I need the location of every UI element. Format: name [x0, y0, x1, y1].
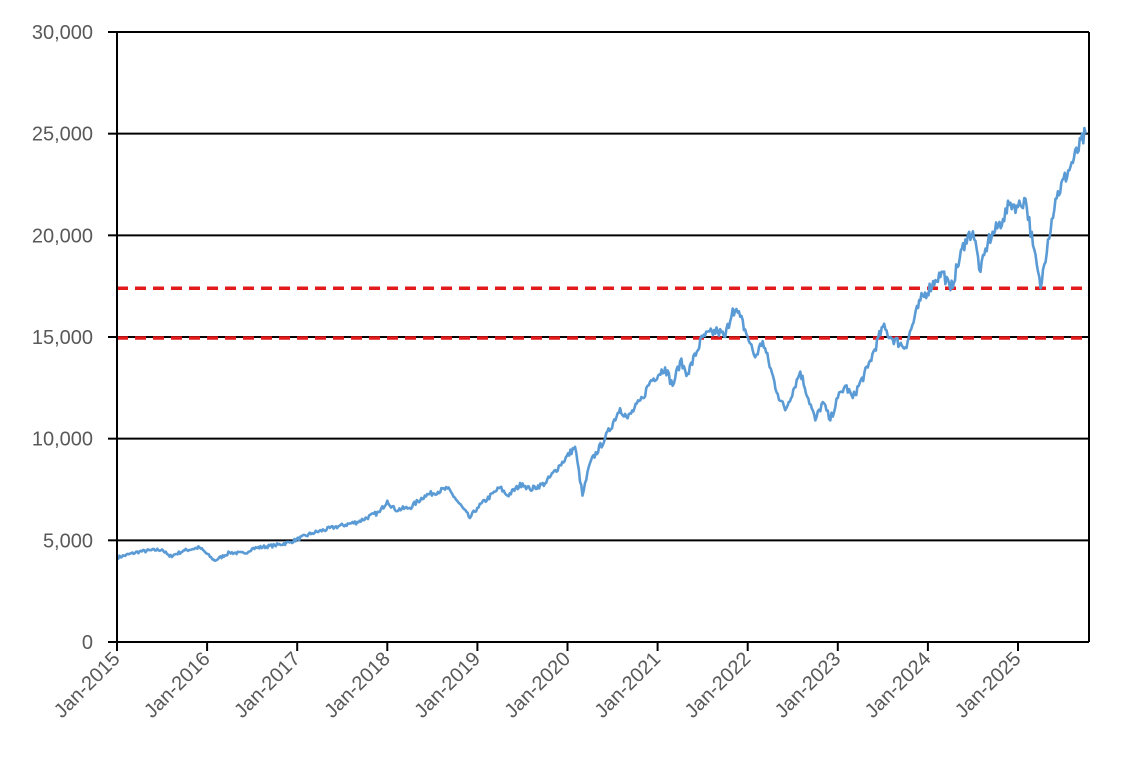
y-tick-label: 0 — [82, 632, 93, 654]
x-tick-label: Jan-2015 — [50, 648, 125, 723]
gridlines — [117, 31, 1089, 542]
y-tick-labels: 0 5,000 10,000 15,000 20,000 25,000 30,000 — [32, 22, 93, 654]
axes — [108, 31, 1090, 651]
reference-lines — [117, 286, 1089, 340]
y-tick-label: 30,000 — [32, 22, 93, 44]
x-tick-label: Jan-2019 — [410, 648, 485, 723]
x-tick-label: Jan-2018 — [320, 648, 395, 723]
y-tick-label: 25,000 — [32, 124, 93, 146]
x-tick-label: Jan-2022 — [681, 648, 756, 723]
y-tick-label: 10,000 — [32, 429, 93, 451]
y-tick-label: 5,000 — [43, 530, 93, 552]
x-tick-label: Jan-2016 — [140, 648, 215, 723]
y-tick-label: 15,000 — [32, 327, 93, 349]
x-tick-label: Jan-2017 — [230, 648, 305, 723]
x-tick-label: Jan-2024 — [861, 648, 936, 723]
x-tick-label: Jan-2021 — [591, 648, 666, 723]
x-tick-label: Jan-2023 — [771, 648, 846, 723]
y-tick-label: 20,000 — [32, 225, 93, 247]
x-tick-labels: Jan-2015 Jan-2016 Jan-2017 Jan-2018 Jan-2019… — [50, 648, 1026, 723]
series-line-index — [116, 126, 1087, 563]
series-group — [116, 126, 1087, 563]
x-tick-label: Jan-2025 — [951, 648, 1026, 723]
x-tick-label: Jan-2020 — [501, 648, 576, 723]
